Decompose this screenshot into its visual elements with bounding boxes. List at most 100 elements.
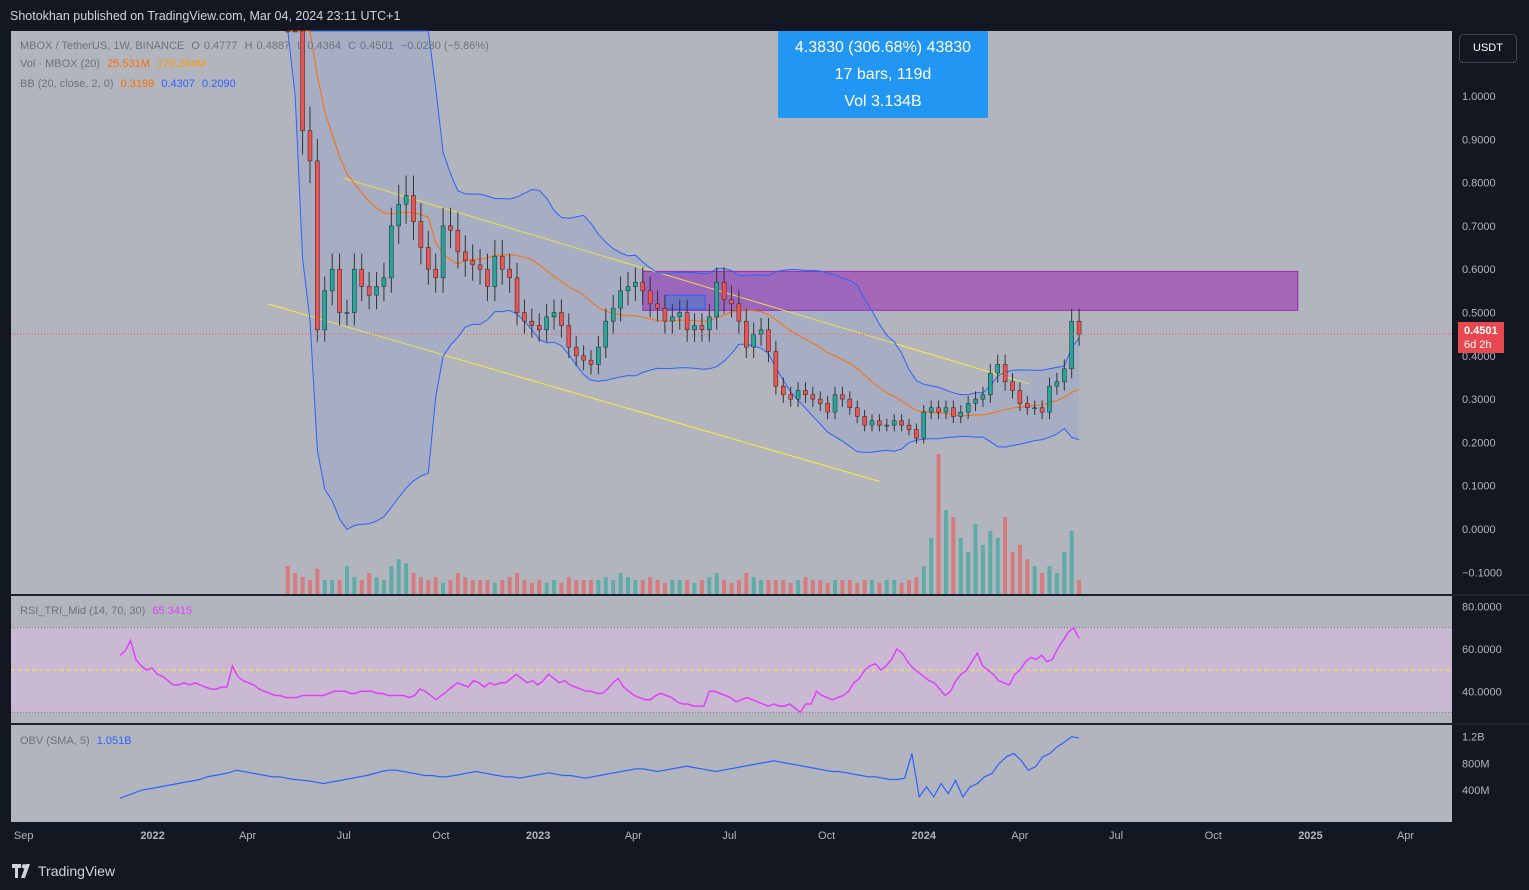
- publisher-text: Shotokhan published on TradingView.com, …: [10, 9, 401, 23]
- time-tick-label: 2024: [912, 830, 937, 842]
- volume-bar: [596, 580, 601, 594]
- volume-bar: [921, 566, 926, 594]
- candle-body: [463, 251, 468, 261]
- candle-body: [418, 221, 424, 248]
- candle-body: [529, 320, 535, 326]
- volume-bar: [892, 580, 897, 594]
- price-axis-bg: [1452, 31, 1529, 822]
- time-tick-label: Apr: [239, 830, 256, 842]
- currency-button[interactable]: USDT: [1459, 34, 1517, 63]
- volume-bar: [618, 573, 623, 594]
- bb-label[interactable]: BB (20, close, 2, 0): [20, 78, 114, 90]
- volume-bar: [699, 580, 704, 594]
- candle-body: [847, 398, 853, 409]
- candle-body: [573, 346, 579, 357]
- candle-body: [906, 424, 912, 430]
- candle-body: [329, 268, 335, 292]
- candle-body: [825, 403, 830, 413]
- candle-body: [862, 416, 867, 426]
- candle-body: [396, 203, 401, 227]
- time-tick-label: 2025: [1298, 830, 1322, 842]
- candle-body: [440, 225, 446, 279]
- volume-bar: [729, 582, 734, 594]
- tradingview-logo[interactable]: TradingView: [12, 863, 115, 879]
- volume-bar: [322, 580, 327, 594]
- volume-bar: [884, 580, 889, 594]
- candle-body: [359, 268, 364, 287]
- close-value: 0.4501: [360, 40, 394, 52]
- time-tick-label: 2022: [140, 830, 164, 842]
- candle-body: [352, 268, 357, 313]
- candle-body: [877, 420, 882, 426]
- volume-bar: [381, 580, 386, 594]
- volume-bar: [788, 582, 793, 594]
- candle-body: [507, 268, 512, 279]
- candle-body: [936, 407, 941, 413]
- candle-body: [381, 277, 387, 287]
- bb-basis-line: [287, 30, 1080, 417]
- rsi-label[interactable]: RSI_TRI_Mid (14, 70, 30): [20, 605, 146, 617]
- volume-label[interactable]: Vol · MBOX (20): [20, 58, 101, 70]
- candle-body: [965, 403, 971, 413]
- volume-bar: [1047, 566, 1052, 594]
- candle-body: [662, 307, 668, 322]
- volume-bar: [500, 580, 505, 594]
- candle-body: [655, 303, 660, 309]
- volume-bar: [544, 582, 549, 594]
- symbol-label[interactable]: MBOX / TetherUS, 1W, BINANCE: [20, 40, 185, 52]
- candle-body: [448, 225, 453, 231]
- volume-bar: [847, 580, 852, 594]
- candle-body: [492, 255, 498, 287]
- candle-body: [433, 268, 438, 279]
- candle-body: [810, 394, 816, 400]
- candle-body: [995, 364, 1000, 374]
- volume-bar: [633, 580, 638, 594]
- time-tick-label: Apr: [1397, 830, 1414, 842]
- volume-bar: [685, 580, 690, 594]
- volume-bar: [914, 577, 919, 594]
- candle-body: [840, 394, 845, 400]
- volume-bar: [1069, 531, 1074, 594]
- candle-body: [781, 385, 786, 396]
- time-tick-label: Jul: [337, 830, 351, 842]
- candle-body: [647, 290, 653, 305]
- volume-bar: [293, 573, 298, 594]
- candle-body: [344, 312, 350, 314]
- candle-body: [1047, 385, 1052, 413]
- volume-bar: [655, 580, 660, 594]
- candle-body: [684, 312, 690, 331]
- candle-body: [633, 281, 638, 287]
- volume-bar: [958, 538, 963, 594]
- candle-body: [596, 346, 601, 365]
- candle-body: [803, 390, 808, 396]
- price-tick-label: 0.3000: [1462, 394, 1496, 406]
- price-tick-label: 0.9000: [1462, 134, 1496, 146]
- candle-body: [943, 407, 949, 413]
- candle-body: [928, 407, 934, 413]
- volume-bar: [611, 580, 616, 594]
- high-label: H: [244, 40, 253, 52]
- volume-bar: [877, 582, 882, 594]
- candle-body: [973, 398, 978, 404]
- volume-bar: [936, 454, 941, 594]
- volume-bar: [359, 580, 364, 594]
- candle-body: [522, 312, 527, 322]
- obv-value: 1.051B: [96, 735, 132, 747]
- candle-body: [736, 303, 742, 322]
- volume-bar: [943, 510, 948, 594]
- volume-bar: [478, 580, 483, 594]
- volume-bar: [796, 580, 801, 594]
- last-price-tag: 0.4501 6d 2h: [1458, 322, 1504, 353]
- obv-label[interactable]: OBV (SMA, 5): [20, 735, 90, 747]
- candle-body: [610, 307, 616, 322]
- obv-tick-label: 1.2B: [1462, 732, 1485, 744]
- volume-bar: [648, 577, 653, 594]
- volume-bar: [300, 577, 305, 594]
- candle-body: [729, 299, 734, 305]
- bb-lower-value: 0.2090: [202, 78, 236, 90]
- open-label: O: [191, 40, 200, 52]
- time-axis-bg: [11, 822, 1452, 850]
- price-tick-label: 0.5000: [1462, 308, 1496, 320]
- candle-body: [366, 286, 372, 296]
